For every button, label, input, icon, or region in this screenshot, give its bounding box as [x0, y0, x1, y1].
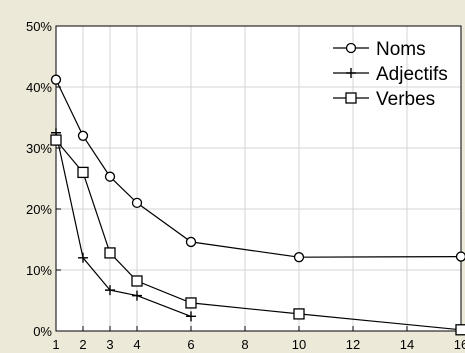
data-point-verbes	[293, 308, 305, 320]
data-point-verbes	[131, 275, 143, 287]
y-tick-label: 40%	[26, 80, 52, 95]
data-point-noms	[185, 236, 197, 248]
data-point-verbes	[104, 247, 116, 259]
y-tick-label: 50%	[26, 19, 52, 34]
data-point-verbes	[455, 324, 465, 336]
legend-marker-adjectifs	[346, 68, 356, 78]
x-tick-label: 12	[346, 337, 360, 352]
x-tick-label: 10	[292, 337, 306, 352]
data-point-noms	[50, 74, 62, 85]
legend: Noms Adjectifs Verbes	[333, 39, 448, 110]
data-point-adjectifs	[132, 290, 142, 301]
legend-label-noms: Noms	[376, 39, 426, 60]
data-point-verbes	[185, 297, 197, 309]
x-tick-label: 16	[454, 337, 465, 352]
data-point-noms	[293, 252, 305, 263]
x-tick-label: 14	[400, 337, 414, 352]
legend-marker-verbes	[345, 92, 357, 104]
data-point-adjectifs	[105, 285, 115, 296]
y-tick-label: 20%	[26, 202, 52, 217]
legend-marker-noms	[345, 42, 357, 54]
x-tick-label: 4	[133, 337, 140, 352]
x-tick-label: 8	[241, 337, 248, 352]
axis-ticks: 1 2 3 4 6 8 10 12 14 160%10%20%30%40%50%	[26, 19, 465, 352]
data-point-noms	[77, 130, 89, 141]
plot-area	[56, 26, 461, 331]
data-point-verbes	[77, 166, 89, 179]
x-tick-label: 3	[106, 337, 113, 352]
plot-frame	[55, 25, 462, 332]
data-point-adjectifs	[186, 311, 196, 322]
data-point-noms	[131, 197, 143, 209]
y-tick-label: 30%	[26, 141, 52, 156]
legend-label-verbes: Verbes	[376, 89, 435, 110]
series-lines	[50, 74, 465, 336]
x-tick-label: 6	[187, 337, 194, 352]
data-point-noms	[455, 251, 465, 262]
y-tick-label: 10%	[26, 263, 52, 278]
legend-label-adjectifs: Adjectifs	[376, 64, 448, 85]
x-tick-label: 1	[52, 337, 59, 352]
data-point-verbes	[50, 134, 62, 146]
y-tick-label: 0%	[33, 324, 52, 339]
x-tick-label: 2	[79, 337, 86, 352]
data-point-adjectifs	[78, 252, 88, 263]
data-point-noms	[104, 171, 116, 182]
